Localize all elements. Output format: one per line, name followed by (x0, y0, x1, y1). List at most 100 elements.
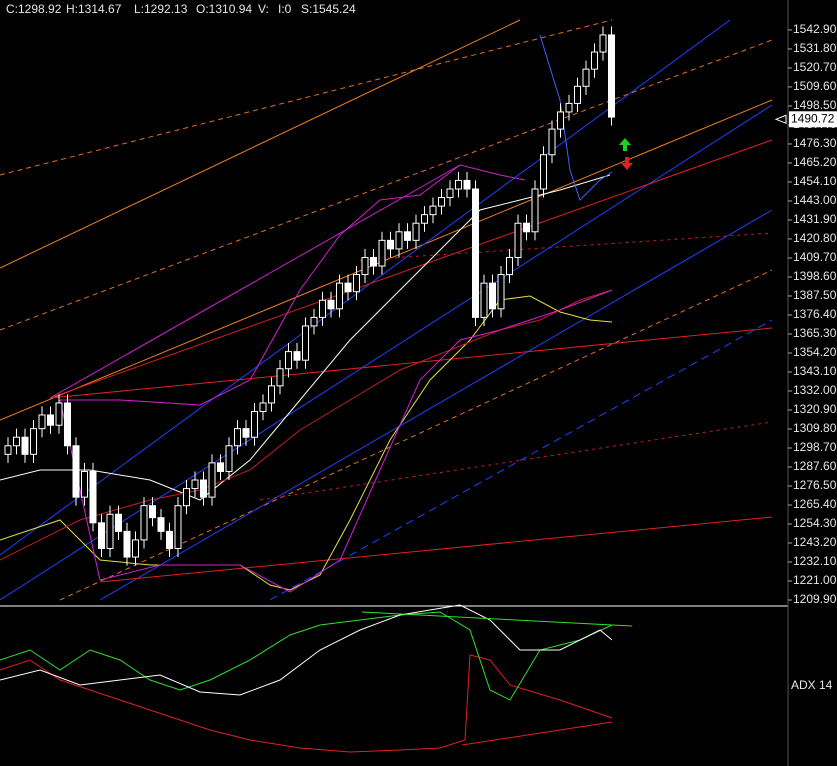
candle-body (132, 539, 139, 558)
y-tick-label: 1409.70 (793, 250, 837, 264)
adx-di-minus (0, 654, 613, 753)
price-marker-box (789, 111, 837, 128)
candle-body (13, 436, 20, 447)
trendline (99, 209, 773, 601)
candle-body (89, 470, 97, 524)
candle-body (30, 428, 37, 455)
candle-body (149, 505, 156, 519)
candle-body (234, 428, 241, 447)
y-tick-label: 1531.80 (793, 41, 837, 55)
candle-body (489, 282, 496, 310)
candle-body (72, 445, 80, 498)
candle-body (191, 479, 199, 490)
header-high: H:1314.67 (66, 2, 122, 16)
trendlines (0, 19, 773, 601)
header-open: O:1310.94 (196, 2, 252, 16)
price-marker: 1490.72 (791, 111, 835, 125)
candle-body (47, 414, 54, 426)
trendline (0, 19, 613, 176)
candle-body (98, 522, 105, 549)
candle-body (599, 34, 607, 53)
y-tick-label: 1265.40 (793, 497, 837, 511)
candle-body (327, 299, 335, 310)
candle-body (81, 470, 88, 498)
moving-average (0, 289, 613, 561)
header-s: S:1545.24 (301, 2, 356, 16)
moving-average (0, 295, 613, 591)
candle-body (140, 505, 148, 541)
candle-body (259, 402, 267, 413)
y-tick-label: 1509.60 (793, 79, 837, 93)
price-pointer (774, 114, 787, 125)
trendline (99, 516, 773, 583)
y-tick-label: 1454.10 (793, 174, 837, 188)
y-tick-label: 1431.90 (793, 212, 837, 226)
candle-body (200, 479, 207, 498)
y-tick-label: 1387.50 (793, 288, 837, 302)
candle-body (565, 102, 573, 113)
y-tick-label: 1398.60 (793, 269, 837, 283)
candle-body (38, 414, 46, 430)
y-tick-label: 1232.10 (793, 554, 837, 568)
candle-body (421, 214, 428, 224)
y-tick-label: 1320.90 (793, 402, 837, 416)
candle-body (574, 85, 581, 104)
y-tick-label: 1243.20 (793, 535, 837, 549)
candle-body (251, 411, 258, 438)
header-close: C:1298.92 (6, 2, 62, 16)
candle-body (514, 222, 522, 258)
candle-body (242, 428, 250, 438)
candle-body (217, 462, 224, 472)
candle-body (429, 205, 437, 216)
header-interest: I:0 (278, 2, 292, 16)
trendline (59, 269, 773, 601)
candle-body (106, 513, 114, 549)
y-tick-label: 1476.30 (793, 136, 837, 150)
y-tick-label: 1542.90 (793, 22, 837, 36)
candle-body (378, 239, 386, 267)
trendline (269, 319, 773, 601)
candle-body (480, 282, 488, 318)
indicator-label: ADX 14 (791, 678, 833, 692)
trendline (0, 19, 521, 269)
candle-body (497, 274, 505, 310)
candle-body (208, 462, 216, 498)
candle-body (531, 188, 539, 233)
trendline (0, 104, 773, 601)
candle-body (370, 256, 377, 267)
y-tick-label: 1343.10 (793, 364, 837, 378)
trendline (49, 164, 461, 399)
candle-body (21, 436, 29, 455)
candle-body (183, 488, 190, 507)
adx-trendline (361, 611, 633, 627)
candle-body (64, 402, 71, 447)
adx-panel (0, 604, 633, 753)
trendline (259, 421, 773, 501)
candle-body (276, 368, 284, 387)
y-tick-label: 1309.80 (793, 421, 837, 435)
candle-body (353, 274, 360, 293)
y-tick-label: 1365.30 (793, 326, 837, 340)
candle-body (438, 197, 445, 207)
candle-body (55, 402, 63, 426)
adx-line (0, 604, 613, 696)
candle-body (302, 325, 309, 361)
moving-average (0, 174, 611, 501)
trendline (0, 19, 731, 556)
y-tick-label: 1287.60 (793, 459, 837, 473)
y-tick-label: 1332.00 (793, 383, 837, 397)
trendline (359, 232, 773, 261)
candle-body (268, 385, 275, 404)
candle-body (506, 256, 513, 276)
signal-arrows (619, 138, 633, 170)
candle-body (404, 231, 411, 241)
candle-body (591, 51, 598, 70)
trendline (49, 139, 773, 399)
candle-body (115, 513, 122, 532)
header-volume: V: (258, 2, 269, 16)
bollinger-band (59, 289, 613, 593)
candle-body (557, 111, 564, 130)
y-tick-label: 1276.50 (793, 478, 837, 492)
overlay-line (539, 34, 613, 201)
header: C:1298.92 H:1314.67 L:1292.13 O:1310.94 … (6, 2, 356, 16)
